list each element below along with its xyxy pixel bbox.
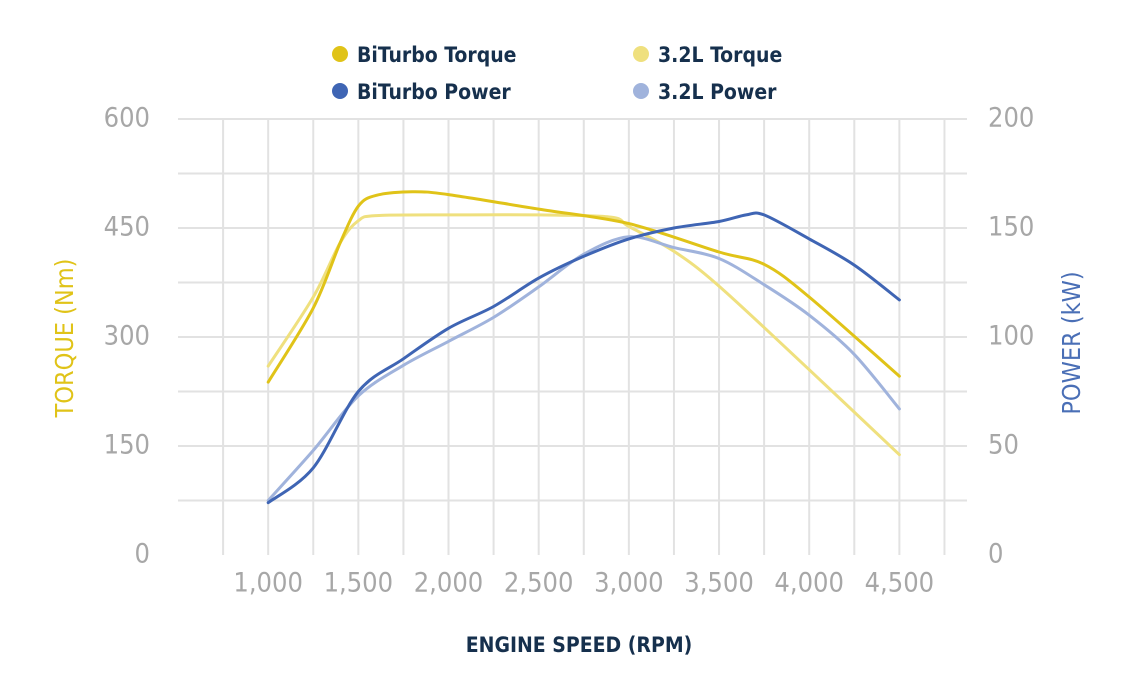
right-axis-ticks: 0 50 100 150 200 <box>988 103 1034 570</box>
legend-item-32l-power: 3.2L Power <box>633 80 777 104</box>
legend-label-32l-torque: 3.2L Torque <box>658 43 782 67</box>
x-tick-label: 2,000 <box>414 568 484 599</box>
right-tick-label: 100 <box>988 321 1034 352</box>
legend-swatch-biturbo-power <box>332 83 348 99</box>
legend-swatch-32l-torque <box>633 46 649 62</box>
series-lines <box>266 190 901 505</box>
x-tick-label: 4,500 <box>865 568 935 599</box>
right-tick-label: 150 <box>988 212 1034 243</box>
x-tick-label: 1,500 <box>324 568 394 599</box>
line-biturbo-torque <box>266 190 901 384</box>
left-tick-label: 0 <box>135 539 150 570</box>
line-32l-power <box>266 235 901 502</box>
legend-item-biturbo-power: BiTurbo Power <box>332 80 511 104</box>
legend-swatch-32l-power <box>633 83 649 99</box>
left-axis-ticks: 0 150 300 450 600 <box>104 103 150 570</box>
legend-label-biturbo-power: BiTurbo Power <box>357 80 511 104</box>
right-tick-label: 50 <box>988 430 1019 461</box>
legend: BiTurbo Torque 3.2L Torque BiTurbo Power… <box>332 43 782 104</box>
x-tick-label: 2,500 <box>504 568 574 599</box>
x-tick-label: 4,000 <box>774 568 844 599</box>
legend-label-32l-power: 3.2L Power <box>658 80 777 104</box>
right-tick-label: 0 <box>988 539 1003 570</box>
legend-item-32l-torque: 3.2L Torque <box>633 43 782 67</box>
legend-label-biturbo-torque: BiTurbo Torque <box>357 43 517 67</box>
legend-item-biturbo-torque: BiTurbo Torque <box>332 43 517 67</box>
x-axis-ticks: 1,000 1,500 2,000 2,500 3,000 3,500 4,000 4,500 <box>233 568 934 599</box>
left-tick-label: 600 <box>104 103 150 134</box>
right-tick-label: 200 <box>988 103 1034 134</box>
x-tick-label: 3,000 <box>594 568 664 599</box>
legend-swatch-biturbo-torque <box>332 46 348 62</box>
x-tick-label: 3,500 <box>684 568 754 599</box>
right-axis-title: POWER (kW) <box>1057 271 1086 414</box>
left-axis-title: TORQUE (Nm) <box>50 259 79 419</box>
left-tick-label: 450 <box>104 212 150 243</box>
left-tick-label: 150 <box>104 430 150 461</box>
x-tick-label: 1,000 <box>233 568 303 599</box>
x-axis-title: ENGINE SPEED (RPM) <box>466 633 693 657</box>
line-biturbo-power <box>266 211 901 505</box>
left-tick-label: 300 <box>104 321 150 352</box>
grid <box>178 118 967 555</box>
